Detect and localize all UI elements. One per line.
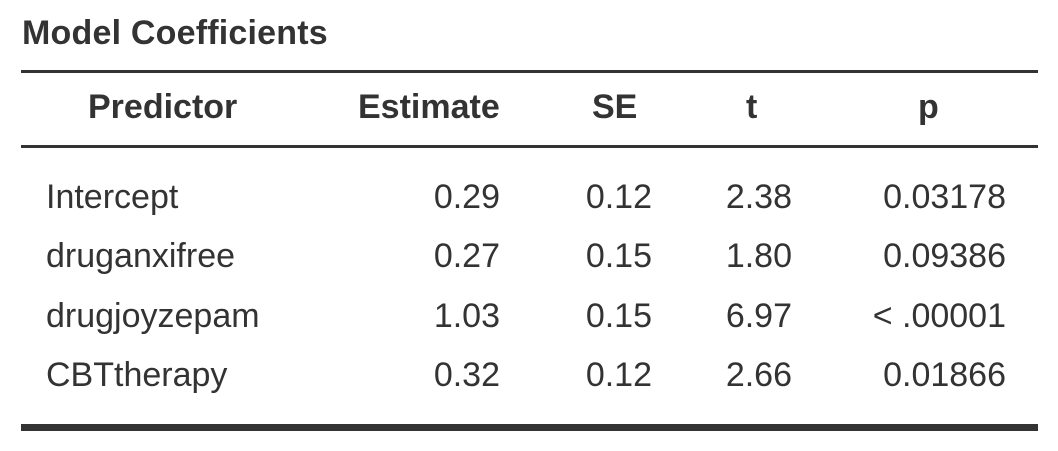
header-estimate: Estimate: [358, 88, 500, 126]
header-p: p: [918, 88, 939, 126]
cell-t: 1.80: [725, 237, 792, 275]
cell-se: 0.12: [585, 356, 652, 394]
cell-p: < .00001: [872, 297, 1006, 335]
cell-t: 2.66: [725, 356, 792, 394]
header-rule: [21, 145, 1038, 148]
header-se: SE: [592, 88, 638, 126]
cell-predictor: CBTtherapy: [46, 356, 228, 394]
cell-estimate: 0.29: [433, 178, 500, 216]
bottom-rule: [21, 424, 1038, 431]
header-predictor: Predictor: [88, 88, 238, 126]
cell-se: 0.15: [585, 297, 652, 335]
cell-p: 0.01866: [883, 356, 1006, 394]
cell-t: 2.38: [725, 178, 792, 216]
cell-se: 0.15: [585, 237, 652, 275]
cell-p: 0.03178: [883, 178, 1006, 216]
cell-predictor: Intercept: [46, 178, 179, 216]
table-title: Model Coefficients: [22, 14, 328, 52]
cell-p: 0.09386: [883, 237, 1006, 275]
cell-predictor: drugjoyzepam: [46, 297, 260, 335]
cell-estimate: 1.03: [433, 297, 500, 335]
cell-estimate: 0.32: [433, 356, 500, 394]
cell-se: 0.12: [585, 178, 652, 216]
top-rule: [21, 70, 1038, 73]
cell-t: 6.97: [725, 297, 792, 335]
cell-predictor: druganxifree: [46, 237, 236, 275]
header-t: t: [746, 88, 758, 126]
cell-estimate: 0.27: [433, 237, 500, 275]
